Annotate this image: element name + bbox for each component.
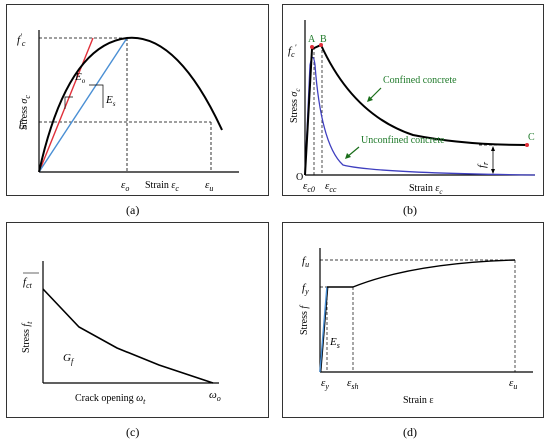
caption-c: (c) — [126, 425, 140, 439]
d-fy-label: fy — [302, 282, 309, 296]
d-Es-label: Es — [329, 336, 340, 350]
b-point-A-label: A — [308, 34, 316, 45]
caption-a: (a) — [126, 203, 140, 217]
b-point-B-label: B — [320, 34, 327, 45]
caption-d: (d) — [403, 425, 417, 439]
d-elastic-outline — [320, 286, 329, 373]
a-secant-line — [38, 37, 128, 173]
panel-d: fu fy Es εy εsh εu Strain ε Stress f — [282, 222, 544, 418]
c-x-axis-label: Crack opening ωt — [75, 393, 146, 406]
d-ey-label: εy — [321, 377, 329, 391]
d-y-axis-label: Stress f — [299, 305, 310, 335]
b-fr-label: fr — [476, 161, 490, 168]
panel-a-diagram: f′c fu Eo Es εo εu Strain εc Stress σc — [17, 30, 239, 193]
c-wo-label: ωo — [209, 389, 221, 403]
a-x-axis-label: Strain εc — [145, 180, 179, 193]
caption-b: (b) — [403, 203, 417, 217]
d-stress-strain-curve — [327, 259, 516, 288]
b-unconfined-arrowhead — [345, 153, 351, 159]
a-Es-label: Es — [105, 94, 116, 108]
a-initial-tangent — [38, 37, 94, 173]
d-esh-label: εsh — [347, 377, 358, 391]
b-point-A — [310, 45, 314, 49]
b-point-B — [319, 43, 323, 47]
panel-d-diagram: fu fy Es εy εsh εu Strain ε Stress f — [299, 248, 533, 406]
b-ecc-label: εcc — [325, 180, 337, 194]
a-Es-triangle — [89, 84, 104, 108]
c-softening-curve — [42, 288, 214, 384]
b-x-axis-label: Strain εc — [409, 183, 443, 196]
b-confined-arrowhead — [367, 96, 373, 102]
b-fr-arrowhead-bottom — [491, 169, 495, 174]
c-fct-label: fct — [23, 276, 33, 290]
a-stress-strain-curve — [38, 36, 223, 173]
c-Gf-label: Gf — [63, 352, 75, 366]
b-confined-label: Confined concrete — [383, 75, 457, 86]
b-point-C — [525, 143, 529, 147]
b-point-C-label: C — [528, 132, 535, 143]
c-y-axis-label: Stress ft — [21, 321, 34, 353]
panel-c-diagram: fct Gf ωo Crack opening ωt Stress ft — [21, 261, 221, 406]
panel-b-diagram: A B C O Confined concrete Unconfined con… — [288, 20, 536, 196]
d-elastic-segment — [319, 286, 328, 373]
b-unconfined-label: Unconfined concrete — [361, 135, 445, 146]
b-confined-curve — [304, 43, 528, 176]
d-x-axis-label: Strain ε — [403, 395, 434, 406]
b-fr-arrowhead-top — [491, 146, 495, 151]
a-fu-label: fu — [19, 117, 26, 131]
a-y-axis-label: Stress σc — [19, 95, 32, 130]
a-Eo-triangle — [64, 96, 73, 109]
panel-c: fct Gf ωo Crack opening ωt Stress ft — [6, 222, 269, 418]
b-fc-label: fc′ — [288, 43, 297, 59]
a-fc-label: f′c — [17, 32, 26, 48]
b-origin-label: O — [296, 172, 303, 183]
b-y-axis-label: Stress σc — [289, 88, 302, 123]
a-Eo-label: Eo — [74, 71, 86, 85]
a-eo-label: εo — [121, 179, 129, 193]
a-eu-label: εu — [205, 179, 213, 193]
b-ec0-label: εc0 — [303, 180, 315, 194]
d-eu-label: εu — [509, 377, 517, 391]
panel-a: f′c fu Eo Es εo εu Strain εc Stress σc — [6, 4, 269, 196]
d-fu-label: fu — [302, 255, 309, 269]
b-unconfined-curve — [304, 56, 536, 176]
panel-b: A B C O Confined concrete Unconfined con… — [282, 4, 544, 196]
